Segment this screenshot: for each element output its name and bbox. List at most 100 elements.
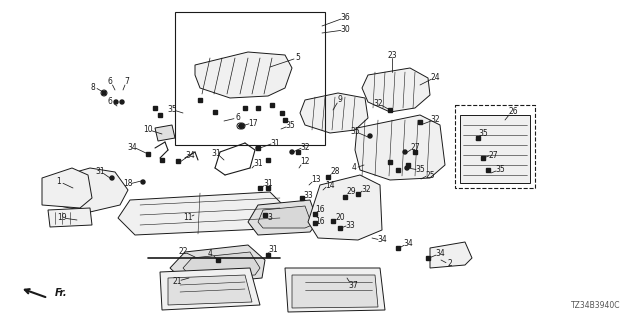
Text: 11: 11	[183, 212, 193, 221]
Text: 35: 35	[478, 130, 488, 139]
Bar	[175, 12, 325, 145]
Bar	[256, 146, 260, 150]
Bar	[243, 106, 247, 110]
Bar	[176, 159, 180, 163]
Text: 12: 12	[300, 157, 310, 166]
Text: 6: 6	[108, 77, 113, 86]
Text: Fr.: Fr.	[55, 288, 68, 298]
Circle shape	[368, 134, 372, 138]
Bar	[419, 120, 422, 124]
Polygon shape	[460, 115, 530, 183]
Bar	[280, 111, 284, 115]
Text: 13: 13	[311, 175, 321, 185]
Text: 34: 34	[185, 151, 195, 161]
Bar	[270, 103, 274, 107]
Polygon shape	[362, 68, 430, 112]
Text: 34: 34	[377, 236, 387, 244]
Text: 32: 32	[373, 100, 383, 108]
Bar	[216, 258, 220, 262]
Text: 32: 32	[300, 142, 310, 151]
Bar	[284, 118, 287, 122]
Text: 34: 34	[127, 142, 137, 151]
Text: 35: 35	[285, 122, 295, 131]
Polygon shape	[355, 115, 445, 180]
Text: 36: 36	[340, 13, 350, 22]
Text: 27: 27	[488, 150, 498, 159]
Text: 34: 34	[403, 239, 413, 249]
Text: 29: 29	[346, 188, 356, 196]
Circle shape	[114, 100, 118, 104]
Text: 26: 26	[508, 108, 518, 116]
Text: 33: 33	[345, 220, 355, 229]
Text: 18: 18	[124, 180, 132, 188]
Text: 19: 19	[57, 213, 67, 222]
Bar	[481, 156, 484, 160]
Text: 10: 10	[143, 125, 153, 134]
Text: 35: 35	[350, 127, 360, 137]
Polygon shape	[292, 275, 378, 308]
Polygon shape	[48, 168, 128, 212]
Text: 22: 22	[179, 247, 188, 257]
Text: 16: 16	[315, 217, 325, 226]
Text: 4: 4	[207, 250, 212, 259]
Bar	[266, 158, 269, 162]
Text: 32: 32	[361, 185, 371, 194]
Bar	[339, 226, 342, 230]
Text: 31: 31	[211, 149, 221, 158]
Text: 35: 35	[495, 165, 505, 174]
Text: 34: 34	[435, 250, 445, 259]
Text: 28: 28	[330, 167, 340, 177]
Polygon shape	[155, 125, 175, 141]
Text: 37: 37	[348, 281, 358, 290]
Bar	[300, 196, 304, 200]
Bar	[388, 108, 392, 112]
Text: 31: 31	[270, 139, 280, 148]
Bar	[455, 105, 535, 188]
Text: 17: 17	[248, 118, 258, 127]
Circle shape	[241, 125, 243, 127]
Bar	[486, 168, 490, 172]
Circle shape	[141, 180, 145, 184]
Polygon shape	[168, 275, 252, 305]
Text: 6: 6	[108, 98, 113, 107]
Bar	[396, 246, 400, 250]
Circle shape	[110, 176, 114, 180]
Polygon shape	[42, 168, 92, 208]
Bar	[413, 150, 417, 154]
Bar	[213, 110, 217, 114]
Bar	[198, 98, 202, 102]
Bar	[313, 221, 317, 225]
Polygon shape	[300, 93, 368, 133]
Text: 33: 33	[303, 190, 313, 199]
Text: 31: 31	[268, 245, 278, 254]
Polygon shape	[160, 268, 260, 310]
Bar	[332, 219, 335, 223]
Polygon shape	[48, 208, 92, 227]
Text: 8: 8	[91, 83, 95, 92]
Text: 24: 24	[430, 74, 440, 83]
Polygon shape	[118, 192, 288, 235]
Circle shape	[102, 91, 106, 95]
Polygon shape	[430, 242, 472, 268]
Polygon shape	[183, 252, 260, 278]
Bar	[259, 186, 262, 190]
Circle shape	[405, 166, 409, 170]
Bar	[476, 136, 480, 140]
Bar	[266, 253, 269, 257]
Bar	[426, 256, 429, 260]
Text: 31: 31	[263, 180, 273, 188]
Text: 25: 25	[425, 171, 435, 180]
Bar	[313, 212, 317, 216]
Polygon shape	[285, 268, 385, 312]
Circle shape	[240, 124, 244, 128]
Text: 6: 6	[236, 114, 241, 123]
Text: 2: 2	[447, 260, 452, 268]
Text: 16: 16	[315, 205, 325, 214]
Text: 3: 3	[268, 213, 273, 222]
Text: 23: 23	[387, 51, 397, 60]
Bar	[153, 106, 157, 110]
Bar	[266, 186, 269, 190]
Bar	[356, 192, 360, 196]
Polygon shape	[258, 206, 312, 228]
Bar	[388, 160, 392, 164]
